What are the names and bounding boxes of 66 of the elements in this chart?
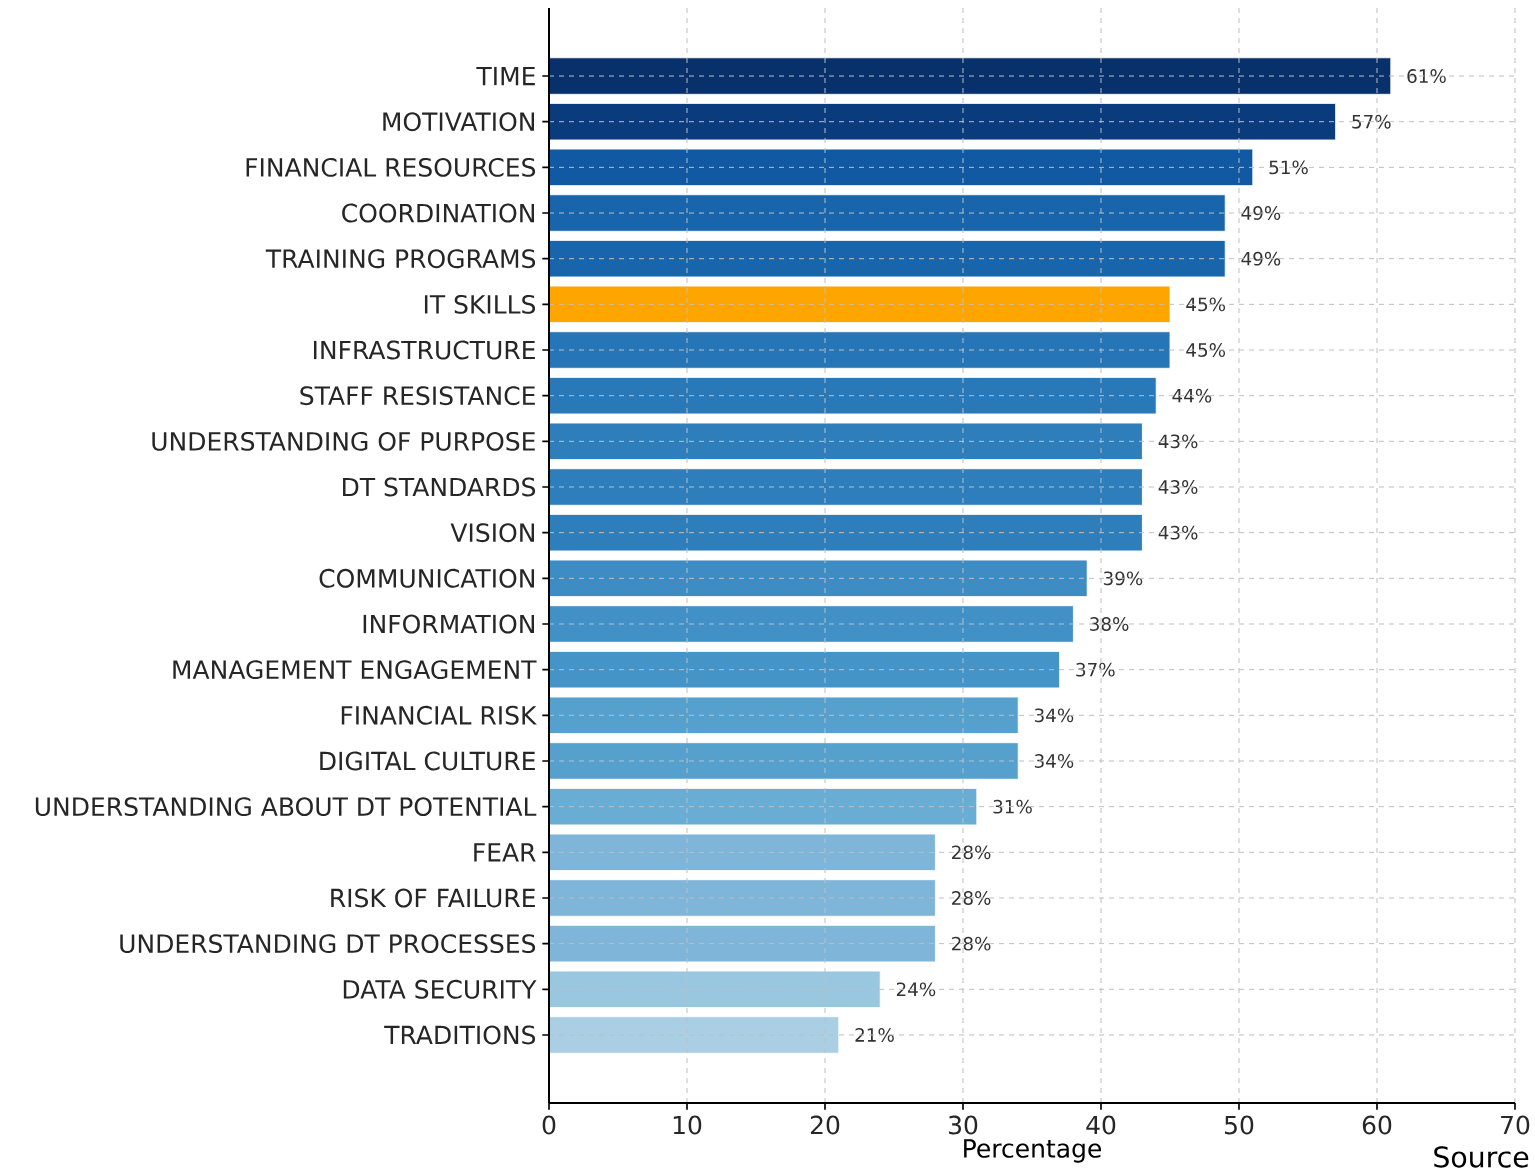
- bar: [549, 240, 1226, 278]
- y-tick-label: STAFF RESISTANCE: [300, 386, 535, 406]
- y-tick-label: INFRASTRUCTURE: [313, 340, 535, 360]
- data-label: 43%: [1158, 525, 1198, 540]
- x-tick-label: 0: [542, 1115, 556, 1135]
- data-label: 38%: [1090, 617, 1129, 631]
- bar: [549, 103, 1337, 141]
- bar: [549, 377, 1157, 415]
- data-label: 28%: [952, 845, 991, 860]
- x-tick-label: 30: [949, 1115, 978, 1135]
- y-tick-label: FINANCIAL RISK: [341, 705, 537, 725]
- y-tick-label: TIME: [476, 66, 535, 86]
- y-tick-label: IT SKILLS: [424, 294, 536, 314]
- data-label: 45%: [1186, 343, 1226, 357]
- bar: [549, 194, 1226, 232]
- y-tick-label: DATA SECURITY: [343, 979, 537, 999]
- bar: [549, 970, 881, 1008]
- y-tick-label: DT STANDARDS: [343, 477, 536, 497]
- bar: [549, 650, 1061, 689]
- data-label: 34%: [1034, 708, 1074, 723]
- data-label: 24%: [896, 982, 936, 997]
- data-label: 43%: [1158, 480, 1198, 494]
- y-tick-label: UNDERSTANDING OF PURPOSE: [152, 431, 535, 451]
- data-label: 39%: [1103, 571, 1143, 586]
- y-tick-label: FINANCIAL RESOURCES: [246, 157, 536, 177]
- bar: [549, 331, 1171, 369]
- bar: [549, 696, 1019, 735]
- x-tick-label: 40: [1086, 1115, 1116, 1135]
- data-label: 61%: [1407, 69, 1446, 83]
- y-tick-label: MANAGEMENT ENGAGEMENT: [173, 660, 537, 680]
- y-tick-label: COMMUNICATION: [319, 568, 534, 588]
- data-label: 45%: [1186, 297, 1226, 312]
- data-label: 57%: [1352, 114, 1391, 129]
- y-tick-label: UNDERSTANDING ABOUT DT POTENTIAL: [35, 797, 537, 817]
- data-label: 44%: [1172, 388, 1212, 403]
- data-label: 43%: [1158, 434, 1198, 449]
- x-tick-label: 20: [810, 1115, 840, 1135]
- data-label: 51%: [1269, 160, 1308, 175]
- data-label: 34%: [1034, 754, 1074, 768]
- y-tick-label: VISION: [450, 523, 534, 543]
- bar: [549, 1016, 840, 1054]
- bar: [549, 879, 936, 917]
- x-tick-label: 10: [673, 1115, 702, 1135]
- y-tick-label: TRAINING PROGRAMS: [265, 249, 536, 269]
- y-tick-label: COORDINATION: [342, 203, 534, 223]
- y-tick-label: INFORMATION: [363, 614, 534, 634]
- y-tick-label: DIGITAL CULTURE: [320, 751, 535, 771]
- data-label: 49%: [1241, 206, 1281, 220]
- text: Source: [1434, 1146, 1529, 1168]
- x-tick-label: 70: [1501, 1115, 1530, 1135]
- bar: [549, 57, 1392, 95]
- x-tick-label: 60: [1362, 1115, 1392, 1135]
- y-tick-label: UNDERSTANDING DT PROCESSES: [120, 934, 536, 954]
- data-label: 21%: [855, 1028, 894, 1042]
- data-label: 31%: [993, 799, 1032, 814]
- x-axis-title: Percentage: [964, 1139, 1101, 1163]
- y-tick-label: MOTIVATION: [383, 112, 534, 132]
- data-label: 28%: [952, 936, 991, 951]
- data-label: 37%: [1076, 662, 1115, 677]
- y-tick-label: FEAR: [474, 843, 536, 862]
- bar: [549, 833, 936, 871]
- y-tick-label: TRADITIONS: [384, 1025, 536, 1045]
- data-label: 28%: [952, 891, 991, 905]
- y-tick-label: RISK OF FAILURE: [331, 888, 535, 908]
- data-label: 49%: [1241, 251, 1281, 266]
- x-tick-label: 50: [1225, 1115, 1254, 1135]
